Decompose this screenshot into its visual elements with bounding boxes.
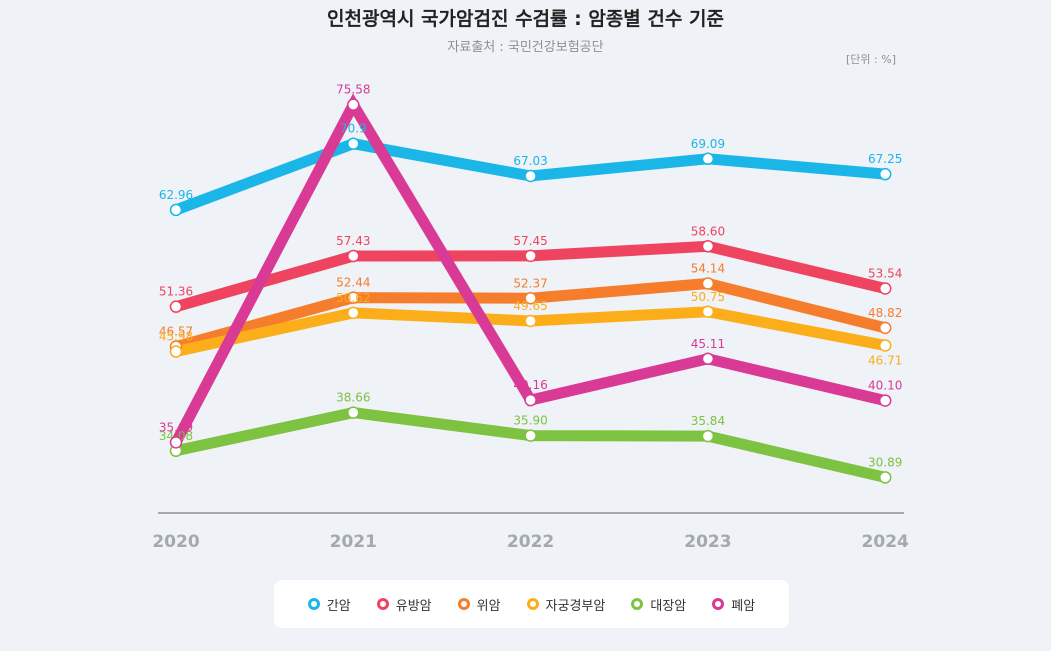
data-label: 40.16	[513, 378, 547, 392]
data-point	[524, 314, 537, 328]
data-point	[524, 169, 537, 183]
data-label: 40.10	[868, 379, 902, 393]
data-label: 57.43	[336, 234, 370, 248]
legend-label: 위암	[476, 598, 501, 614]
legend-item: 위암	[457, 595, 501, 614]
chart-legend: 간암 유방암 위암 자궁경부암 대장암 폐암	[274, 580, 789, 628]
chart-subtitle: 자료출처 : 국민건강보험공단	[447, 40, 604, 55]
data-label: 54.14	[691, 261, 725, 275]
data-point	[878, 471, 892, 484]
data-label: 34.08	[159, 429, 193, 443]
data-point	[347, 137, 360, 150]
data-point	[169, 203, 183, 217]
legend-marker	[307, 598, 320, 610]
data-point	[878, 167, 892, 181]
legend-label: 대장암	[650, 598, 687, 614]
legend-marker	[631, 598, 644, 610]
chart-title: 인천광역시 국가암검진 수검률 : 암종별 건수 기준	[327, 8, 724, 30]
data-point	[169, 300, 183, 313]
data-point	[701, 352, 715, 366]
legend-item: 자궁경부암	[526, 595, 606, 614]
legend-marker	[526, 598, 539, 610]
data-label: 52.44	[336, 276, 370, 290]
x-tick-label: 2021	[330, 532, 377, 552]
data-label: 70.9	[340, 122, 367, 136]
data-point	[878, 282, 892, 295]
legend-item: 대장암	[631, 595, 686, 614]
data-label: 48.82	[868, 306, 902, 320]
data-point	[524, 393, 537, 407]
data-label: 52.37	[513, 276, 547, 290]
legend-label: 폐암	[731, 598, 756, 614]
data-point	[878, 339, 892, 352]
legend-label: 유방암	[395, 598, 432, 614]
legend-item: 간암	[307, 595, 351, 614]
data-label: 35.09	[159, 420, 193, 434]
x-tick-label: 2024	[862, 532, 909, 552]
data-point	[347, 98, 360, 111]
data-point	[701, 152, 715, 166]
legend-marker	[457, 598, 470, 610]
data-label: 45.11	[691, 337, 725, 351]
data-point	[524, 249, 537, 263]
data-point	[701, 429, 715, 443]
data-label: 35.84	[691, 414, 725, 428]
data-point	[524, 429, 537, 442]
legend-marker	[712, 598, 725, 610]
data-point	[701, 240, 715, 253]
x-tick-label: 2023	[684, 532, 731, 552]
legend-item: 폐암	[712, 595, 755, 614]
data-label: 58.60	[691, 224, 725, 238]
data-label: 69.09	[691, 137, 725, 151]
legend-label: 간암	[326, 598, 351, 614]
unit-label: [단위 : %]	[846, 53, 896, 66]
data-point	[701, 305, 715, 319]
data-point	[524, 292, 537, 305]
data-label: 46.71	[868, 353, 902, 367]
x-tick-label: 2022	[507, 532, 554, 552]
data-point	[347, 406, 360, 419]
data-label: 53.54	[868, 266, 902, 280]
data-label: 50.62	[336, 291, 370, 305]
data-label: 50.75	[691, 290, 725, 304]
data-label: 57.45	[513, 234, 547, 248]
data-label: 49.65	[513, 299, 547, 313]
data-label: 46.57	[159, 325, 193, 339]
data-point	[347, 306, 360, 320]
legend-item: 유방암	[376, 595, 432, 614]
data-label: 75.58	[336, 83, 370, 97]
data-point	[347, 249, 360, 263]
legend-label: 자궁경부암	[545, 598, 606, 614]
data-label: 45.98	[159, 330, 193, 344]
data-point	[701, 277, 715, 290]
legend-marker	[376, 598, 389, 610]
x-tick-label: 2020	[152, 532, 199, 552]
data-point	[347, 291, 360, 304]
data-label: 67.03	[513, 154, 547, 168]
data-point	[169, 436, 183, 449]
data-label: 35.90	[513, 414, 547, 428]
line-chart: 2020 2021 2022 2023 2024 62.96 70.9 67.03 69.09 6…	[152, 83, 909, 552]
data-label: 62.96	[159, 188, 193, 202]
data-point	[878, 394, 892, 407]
data-label: 67.25	[868, 152, 902, 166]
data-label: 51.36	[159, 285, 193, 299]
data-label: 38.66	[336, 391, 370, 405]
data-point	[169, 345, 183, 358]
data-point	[878, 321, 892, 335]
data-label: 30.89	[868, 455, 902, 469]
